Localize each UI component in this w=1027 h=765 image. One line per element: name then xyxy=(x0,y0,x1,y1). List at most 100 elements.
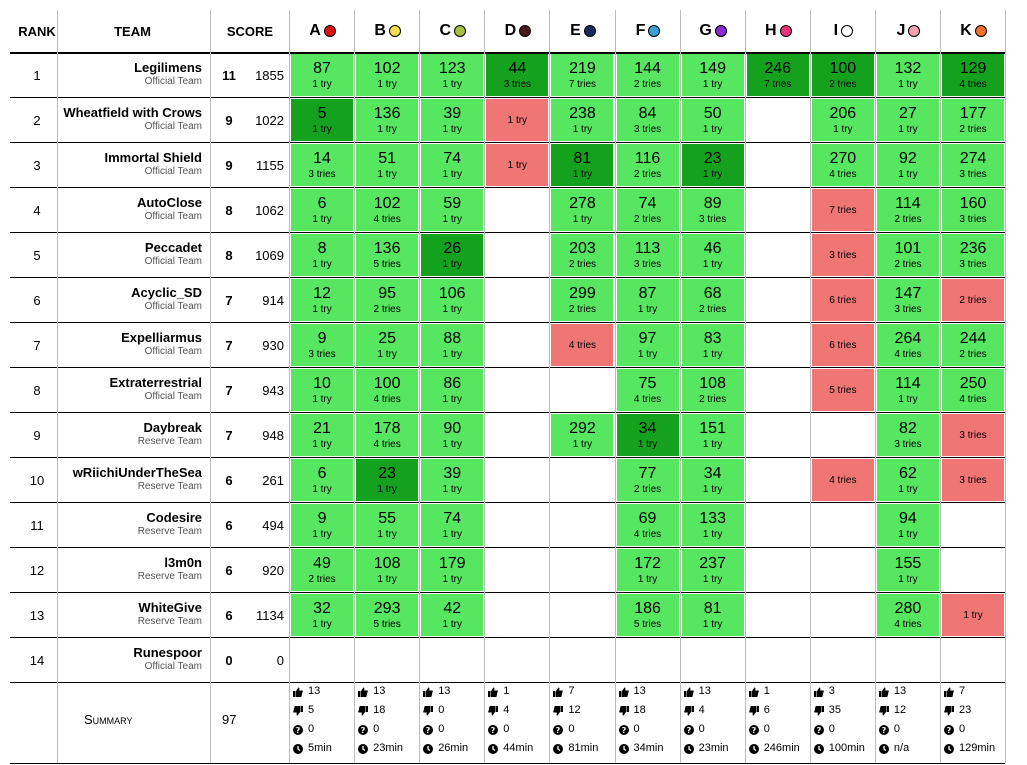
result-cell-e[interactable]: 4 tries xyxy=(551,324,614,366)
result-cell-a[interactable]: 21 1 try xyxy=(291,414,354,456)
result-cell-b[interactable]: 95 2 tries xyxy=(356,279,419,321)
problem-header-g[interactable]: G xyxy=(681,10,746,52)
result-cell-c[interactable]: 59 1 try xyxy=(421,189,484,231)
result-cell-b[interactable]: 102 1 try xyxy=(356,54,419,96)
result-cell-a[interactable]: 49 2 tries xyxy=(291,549,354,591)
team-cell[interactable]: Runespoor Official Team xyxy=(58,645,202,673)
result-cell-e[interactable]: 238 1 try xyxy=(551,99,614,141)
team-name[interactable]: Extraterrestrial xyxy=(109,375,203,390)
result-cell-g[interactable]: 23 1 try xyxy=(681,144,744,186)
team-cell[interactable]: Extraterrestrial Official Team xyxy=(58,375,203,403)
problem-header-c[interactable]: C xyxy=(420,10,485,52)
problem-header-h[interactable]: H xyxy=(746,10,811,52)
team-row[interactable]: 10 wRiichiUnderTheSea Reserve Team 6 261 6 1 t… xyxy=(0,458,1027,503)
result-cell-a[interactable]: 10 1 try xyxy=(291,369,354,411)
result-cell-f[interactable]: 84 3 tries xyxy=(616,99,679,141)
result-cell-c[interactable]: 88 1 try xyxy=(421,324,484,366)
result-cell-i[interactable]: 4 tries xyxy=(811,459,874,501)
result-cell-f[interactable]: 87 1 try xyxy=(616,279,679,321)
team-cell[interactable]: WhiteGive Reserve Team xyxy=(58,600,202,628)
team-cell[interactable]: Immortal Shield Official Team xyxy=(58,150,202,178)
team-name[interactable]: WhiteGive xyxy=(138,600,202,615)
team-header[interactable]: TEAM xyxy=(114,23,151,39)
result-cell-e[interactable]: 278 1 try xyxy=(551,189,614,231)
result-cell-b[interactable]: 100 4 tries xyxy=(356,369,419,411)
result-cell-g[interactable]: 151 1 try xyxy=(681,414,744,456)
result-cell-i[interactable]: 6 tries xyxy=(811,324,874,366)
result-cell-j[interactable]: 94 1 try xyxy=(876,504,939,546)
result-cell-j[interactable]: 101 2 tries xyxy=(876,234,939,276)
result-cell-f[interactable]: 97 1 try xyxy=(616,324,679,366)
result-cell-g[interactable]: 34 1 try xyxy=(681,459,744,501)
result-cell-j[interactable]: 82 3 tries xyxy=(876,414,939,456)
problem-header-i[interactable]: I xyxy=(811,10,876,52)
result-cell-k[interactable]: 244 2 tries xyxy=(942,324,1005,366)
result-cell-c[interactable]: 106 1 try xyxy=(421,279,484,321)
result-cell-k[interactable]: 3 tries xyxy=(942,414,1005,456)
result-cell-f[interactable]: 77 2 tries xyxy=(616,459,679,501)
team-row[interactable]: 6 Acyclic_SD Official Team 7 914 12 1 try 95 2 t… xyxy=(0,278,1027,323)
team-name[interactable]: Runespoor xyxy=(133,645,202,660)
team-name[interactable]: Acyclic_SD xyxy=(131,285,202,300)
problem-header-e[interactable]: E xyxy=(550,10,615,52)
result-cell-i[interactable]: 270 4 tries xyxy=(811,144,874,186)
result-cell-f[interactable]: 74 2 tries xyxy=(616,189,679,231)
result-cell-i[interactable]: 7 tries xyxy=(811,189,874,231)
team-cell[interactable]: Codesire Reserve Team xyxy=(58,510,202,538)
result-cell-g[interactable]: 133 1 try xyxy=(681,504,744,546)
result-cell-j[interactable]: 264 4 tries xyxy=(876,324,939,366)
result-cell-f[interactable]: 69 4 tries xyxy=(616,504,679,546)
result-cell-a[interactable]: 14 3 tries xyxy=(291,144,354,186)
team-row[interactable]: 7 Expelliarmus Official Team 7 930 9 3 tries 25… xyxy=(0,323,1027,368)
score-header[interactable]: SCORE xyxy=(226,23,274,39)
result-cell-e[interactable]: 203 2 tries xyxy=(551,234,614,276)
result-cell-b[interactable]: 55 1 try xyxy=(356,504,419,546)
team-name[interactable]: Peccadet xyxy=(144,240,202,255)
result-cell-j[interactable]: 62 1 try xyxy=(876,459,939,501)
result-cell-i[interactable]: 100 2 tries xyxy=(811,54,874,96)
team-name[interactable]: Codesire xyxy=(146,510,202,525)
problem-header-f[interactable]: F xyxy=(616,10,681,52)
team-row[interactable]: 1 Legilimens Official Team 11 1855 87 1 try 102… xyxy=(0,53,1027,98)
result-cell-f[interactable]: 172 1 try xyxy=(616,549,679,591)
team-name[interactable]: Wheatfield with Crows xyxy=(63,105,202,120)
result-cell-f[interactable]: 186 5 tries xyxy=(616,594,679,636)
result-cell-g[interactable]: 50 1 try xyxy=(681,99,744,141)
result-cell-g[interactable]: 237 1 try xyxy=(681,549,744,591)
result-cell-k[interactable]: 160 3 tries xyxy=(942,189,1005,231)
result-cell-d[interactable]: 1 try xyxy=(486,144,549,186)
result-cell-b[interactable]: 293 5 tries xyxy=(356,594,419,636)
result-cell-g[interactable]: 83 1 try xyxy=(681,324,744,366)
team-cell[interactable]: Legilimens Official Team xyxy=(58,60,202,88)
team-cell[interactable]: Expelliarmus Official Team xyxy=(58,330,202,358)
result-cell-c[interactable]: 74 1 try xyxy=(421,504,484,546)
result-cell-k[interactable]: 177 2 tries xyxy=(942,99,1005,141)
team-name[interactable]: Expelliarmus xyxy=(121,330,202,345)
result-cell-j[interactable]: 132 1 try xyxy=(876,54,939,96)
result-cell-b[interactable]: 25 1 try xyxy=(356,324,419,366)
result-cell-j[interactable]: 114 2 tries xyxy=(876,189,939,231)
result-cell-b[interactable]: 51 1 try xyxy=(356,144,419,186)
result-cell-d[interactable]: 1 try xyxy=(486,99,549,141)
result-cell-k[interactable]: 3 tries xyxy=(942,459,1005,501)
team-cell[interactable]: Peccadet Official Team xyxy=(58,240,202,268)
result-cell-k[interactable]: 250 4 tries xyxy=(942,369,1005,411)
result-cell-j[interactable]: 155 1 try xyxy=(876,549,939,591)
result-cell-k[interactable]: 274 3 tries xyxy=(942,144,1005,186)
team-row[interactable]: 12 l3m0n Reserve Team 6 920 49 2 tries 108 1 try… xyxy=(0,548,1027,593)
result-cell-e[interactable]: 299 2 tries xyxy=(551,279,614,321)
team-row[interactable]: 2 Wheatfield with Crows Official Team 9 1022… xyxy=(0,98,1027,143)
result-cell-c[interactable]: 26 1 try xyxy=(421,234,484,276)
team-name[interactable]: Immortal Shield xyxy=(104,150,202,165)
team-cell[interactable]: l3m0n Reserve Team xyxy=(58,555,202,583)
result-cell-c[interactable]: 123 1 try xyxy=(421,54,484,96)
team-cell[interactable]: wRiichiUnderTheSea Reserve Team xyxy=(58,465,202,493)
team-row[interactable]: 5 Peccadet Official Team 8 1069 8 1 try 136 5 tr… xyxy=(0,233,1027,278)
result-cell-c[interactable]: 90 1 try xyxy=(421,414,484,456)
result-cell-g[interactable]: 46 1 try xyxy=(681,234,744,276)
result-cell-b[interactable]: 102 4 tries xyxy=(356,189,419,231)
result-cell-b[interactable]: 136 1 try xyxy=(356,99,419,141)
result-cell-f[interactable]: 144 2 tries xyxy=(616,54,679,96)
